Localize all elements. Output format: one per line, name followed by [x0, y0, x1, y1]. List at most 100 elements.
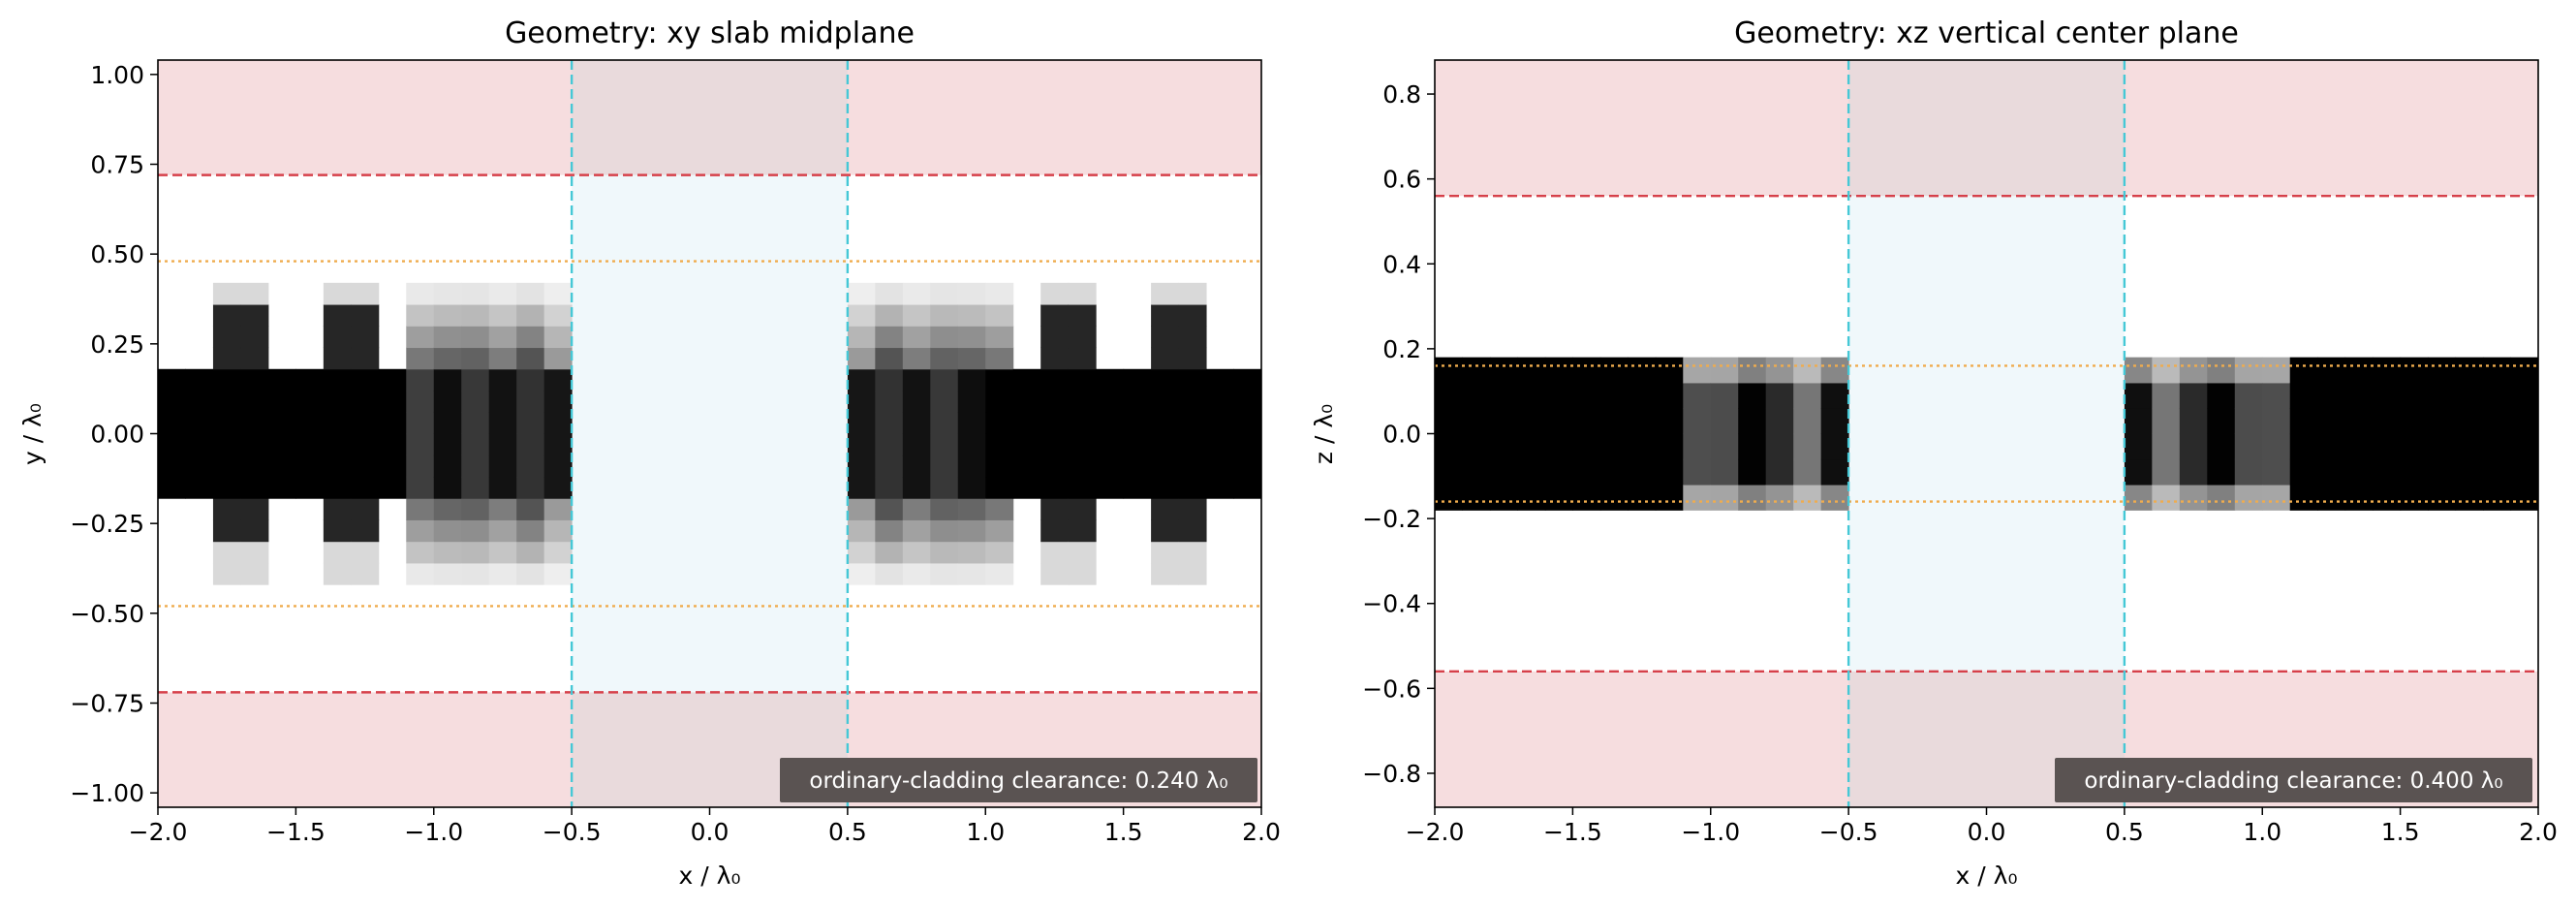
- structure-pixel: [240, 326, 269, 349]
- structure-pixel: [1599, 458, 1629, 486]
- structure-pixel: [433, 282, 462, 305]
- structure-pixel: [930, 347, 959, 370]
- structure-pixel: [1738, 408, 1767, 434]
- structure-pixel: [957, 519, 986, 543]
- structure-pixel: [1178, 347, 1207, 370]
- structure-pixel: [1793, 458, 1822, 486]
- structure-pixel: [985, 562, 1014, 585]
- structure-map: [158, 282, 1261, 585]
- structure-pixel: [543, 454, 573, 478]
- structure-pixel: [461, 368, 490, 392]
- y-tick-label: −0.6: [1362, 674, 1421, 703]
- structure-pixel: [1151, 541, 1180, 564]
- structure-pixel: [2373, 408, 2402, 434]
- structure-pixel: [488, 519, 517, 543]
- structure-pixel: [2124, 485, 2153, 511]
- structure-pixel: [1178, 476, 1207, 499]
- structure-pixel: [1123, 454, 1152, 478]
- structure-pixel: [930, 433, 959, 456]
- structure-pixel: [240, 433, 269, 456]
- structure-pixel: [2373, 357, 2402, 384]
- structure-pixel: [1178, 519, 1207, 543]
- structure-pixel: [930, 476, 959, 499]
- structure-pixel: [516, 498, 545, 520]
- structure-pixel: [957, 391, 986, 413]
- structure-pixel: [1012, 454, 1041, 478]
- structure-pixel: [351, 368, 380, 392]
- structure-pixel: [930, 391, 959, 413]
- structure-pixel: [2234, 433, 2263, 460]
- structure-pixel: [488, 347, 517, 370]
- structure-pixel: [1462, 382, 1491, 409]
- y-axis-label: y / λ₀: [18, 403, 47, 465]
- structure-pixel: [1123, 476, 1152, 499]
- structure-pixel: [1012, 476, 1041, 499]
- structure-pixel: [1738, 357, 1767, 384]
- structure-pixel: [2207, 382, 2236, 409]
- structure-pixel: [212, 541, 241, 564]
- structure-pixel: [488, 562, 517, 585]
- structure-pixel: [1068, 282, 1097, 305]
- structure-pixel: [1040, 282, 1070, 305]
- structure-pixel: [212, 391, 241, 413]
- structure-pixel: [267, 412, 296, 434]
- structure-pixel: [2262, 433, 2291, 460]
- structure-pixel: [323, 391, 352, 413]
- structure-pixel: [323, 498, 352, 520]
- structure-pixel: [1517, 382, 1546, 409]
- structure-pixel: [323, 454, 352, 478]
- structure-pixel: [1435, 382, 1463, 409]
- structure-pixel: [2400, 382, 2429, 409]
- structure-pixel: [1820, 433, 1849, 460]
- structure-pixel: [323, 282, 352, 305]
- structure-pixel: [543, 433, 573, 456]
- structure-pixel: [2317, 408, 2346, 434]
- structure-pixel: [2179, 485, 2208, 511]
- structure-pixel: [930, 562, 959, 585]
- y-tick-label: −1.00: [70, 779, 144, 807]
- structure-pixel: [406, 304, 435, 327]
- structure-pixel: [1178, 412, 1207, 434]
- structure-pixel: [1123, 412, 1152, 434]
- structure-pixel: [1178, 368, 1207, 392]
- structure-pixel: [2124, 458, 2153, 486]
- structure-pixel: [1435, 433, 1463, 460]
- structure-pixel: [516, 391, 545, 413]
- structure-pixel: [1040, 304, 1070, 327]
- structure-pixel: [351, 519, 380, 543]
- structure-pixel: [516, 433, 545, 456]
- structure-pixel: [1068, 498, 1097, 520]
- structure-pixel: [1096, 433, 1125, 456]
- structure-pixel: [185, 391, 214, 413]
- x-tick-label: 1.5: [2381, 818, 2420, 846]
- structure-pixel: [1151, 433, 1180, 456]
- structure-pixel: [930, 454, 959, 478]
- structure-pixel: [2400, 408, 2429, 434]
- y-tick-label: 0.00: [90, 421, 144, 449]
- annotation-background: [780, 758, 1257, 802]
- structure-pixel: [267, 391, 296, 413]
- structure-pixel: [1012, 433, 1041, 456]
- structure-pixel: [2483, 485, 2512, 511]
- x-tick-label: −2.0: [1406, 818, 1465, 846]
- structure-pixel: [1151, 476, 1180, 499]
- structure-pixel: [847, 412, 876, 434]
- structure-pixel: [1544, 357, 1573, 384]
- structure-pixel: [1233, 412, 1261, 434]
- x-tick-label: 0.5: [828, 818, 867, 846]
- structure-pixel: [875, 412, 904, 434]
- structure-pixel: [1068, 304, 1097, 327]
- structure-pixel: [2455, 433, 2484, 460]
- structure-pixel: [930, 282, 959, 305]
- structure-pixel: [267, 476, 296, 499]
- structure-pixel: [957, 476, 986, 499]
- structure-pixel: [1710, 357, 1739, 384]
- structure-pixel: [2262, 382, 2291, 409]
- structure-pixel: [295, 454, 325, 478]
- structure-pixel: [516, 282, 545, 305]
- structure-pixel: [433, 562, 462, 585]
- structure-pixel: [1517, 485, 1546, 511]
- structure-pixel: [2344, 357, 2374, 384]
- y-tick-label: −0.25: [70, 510, 144, 538]
- structure-pixel: [1765, 458, 1794, 486]
